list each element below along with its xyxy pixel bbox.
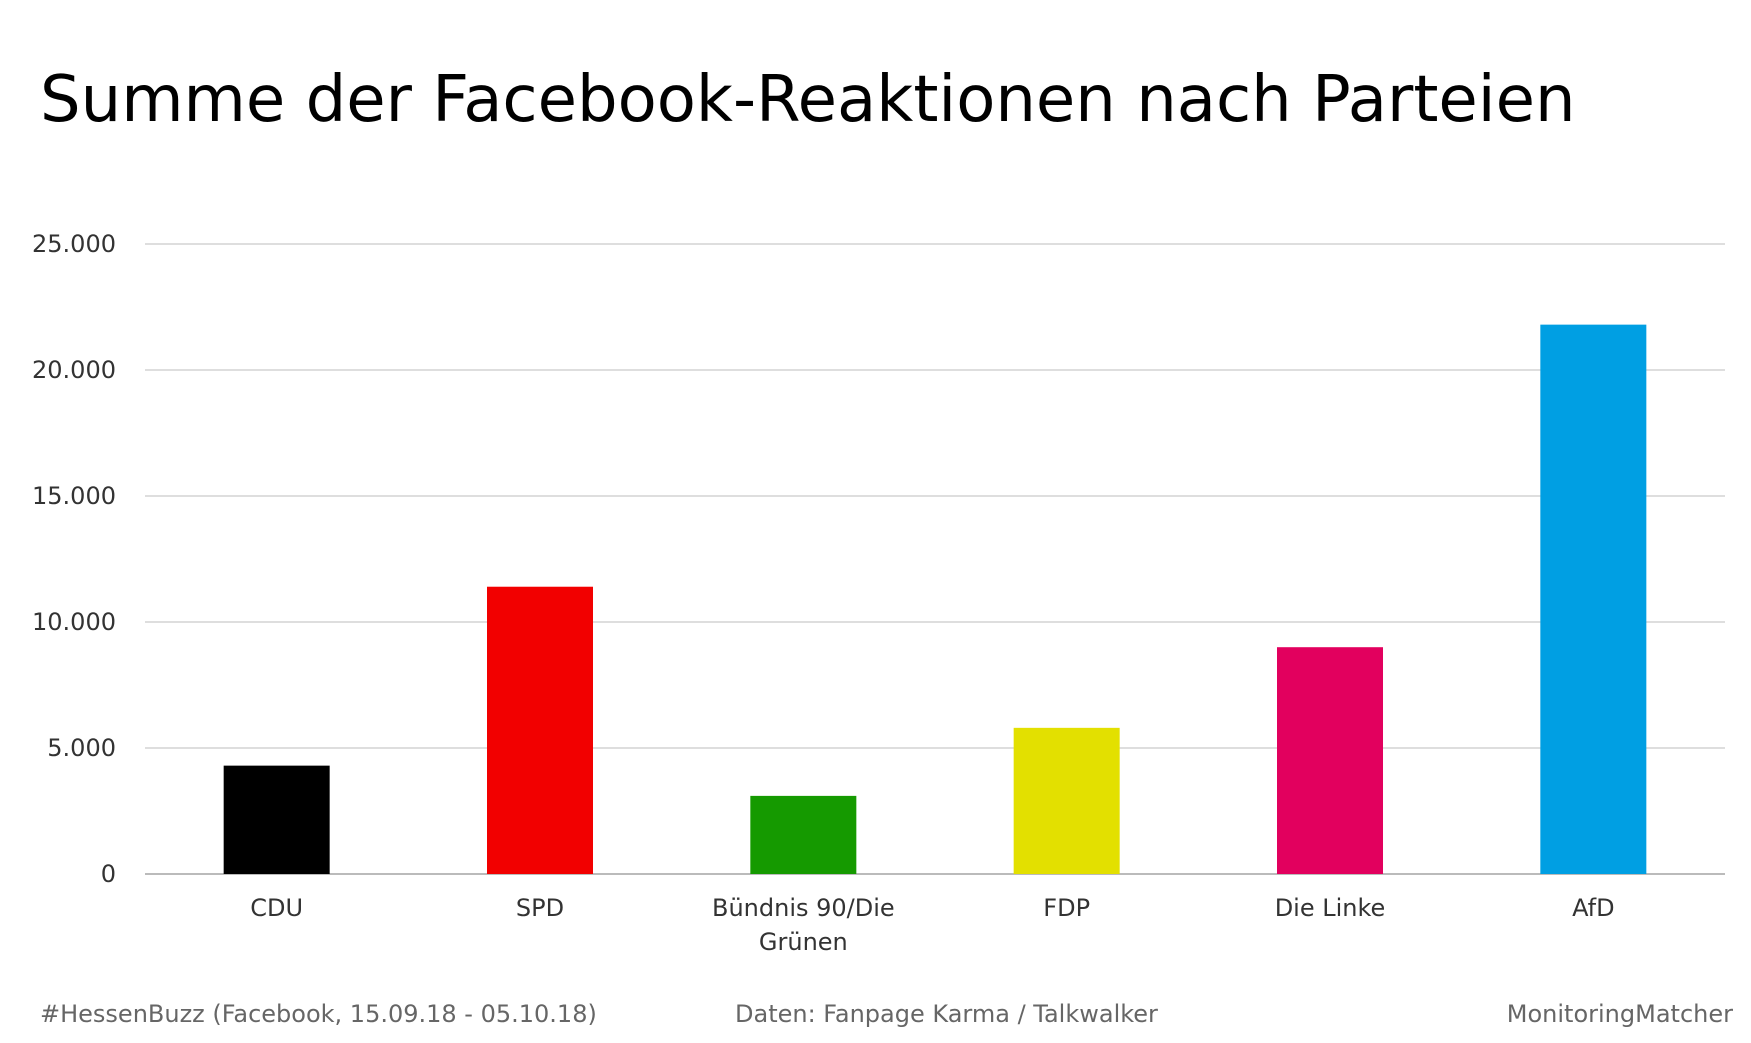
- x-category-label: FDP: [1043, 894, 1090, 922]
- y-tick-label: 15.000: [32, 482, 116, 510]
- bar: [750, 795, 857, 874]
- x-category-label: CDU: [250, 894, 303, 922]
- y-axis-ticks: 0 5.000 10.000 15.000 20.000 25.000: [32, 230, 116, 888]
- footer-brand: MonitoringMatcher: [1506, 1000, 1733, 1028]
- y-tick-label: 5.000: [47, 734, 116, 762]
- footer-source-hashtag: #HessenBuzz (Facebook, 15.09.18 - 05.10.…: [40, 1000, 597, 1028]
- bar: [1540, 324, 1647, 874]
- gridlines: [145, 243, 1725, 875]
- chart-title: Summe der Facebook-Reaktionen nach Parte…: [40, 63, 1576, 137]
- bars: [223, 324, 1647, 874]
- bar: [223, 765, 330, 874]
- x-category-label: Grünen: [759, 928, 848, 956]
- x-axis-categories: CDU SPD Bündnis 90/Die Grünen FDP Die Linke Af…: [250, 894, 1614, 956]
- x-category-label: AfD: [1572, 894, 1615, 922]
- bar: [1013, 727, 1120, 874]
- y-tick-label: 0: [101, 860, 116, 888]
- y-tick-label: 10.000: [32, 608, 116, 636]
- y-tick-label: 25.000: [32, 230, 116, 258]
- bar: [487, 586, 593, 874]
- x-category-label: Bündnis 90/Die: [712, 894, 895, 922]
- y-tick-label: 20.000: [32, 356, 116, 384]
- x-category-label: Die Linke: [1275, 894, 1386, 922]
- x-category-label: SPD: [516, 894, 564, 922]
- footer-data-source: Daten: Fanpage Karma / Talkwalker: [735, 1000, 1158, 1028]
- bar: [1277, 647, 1383, 874]
